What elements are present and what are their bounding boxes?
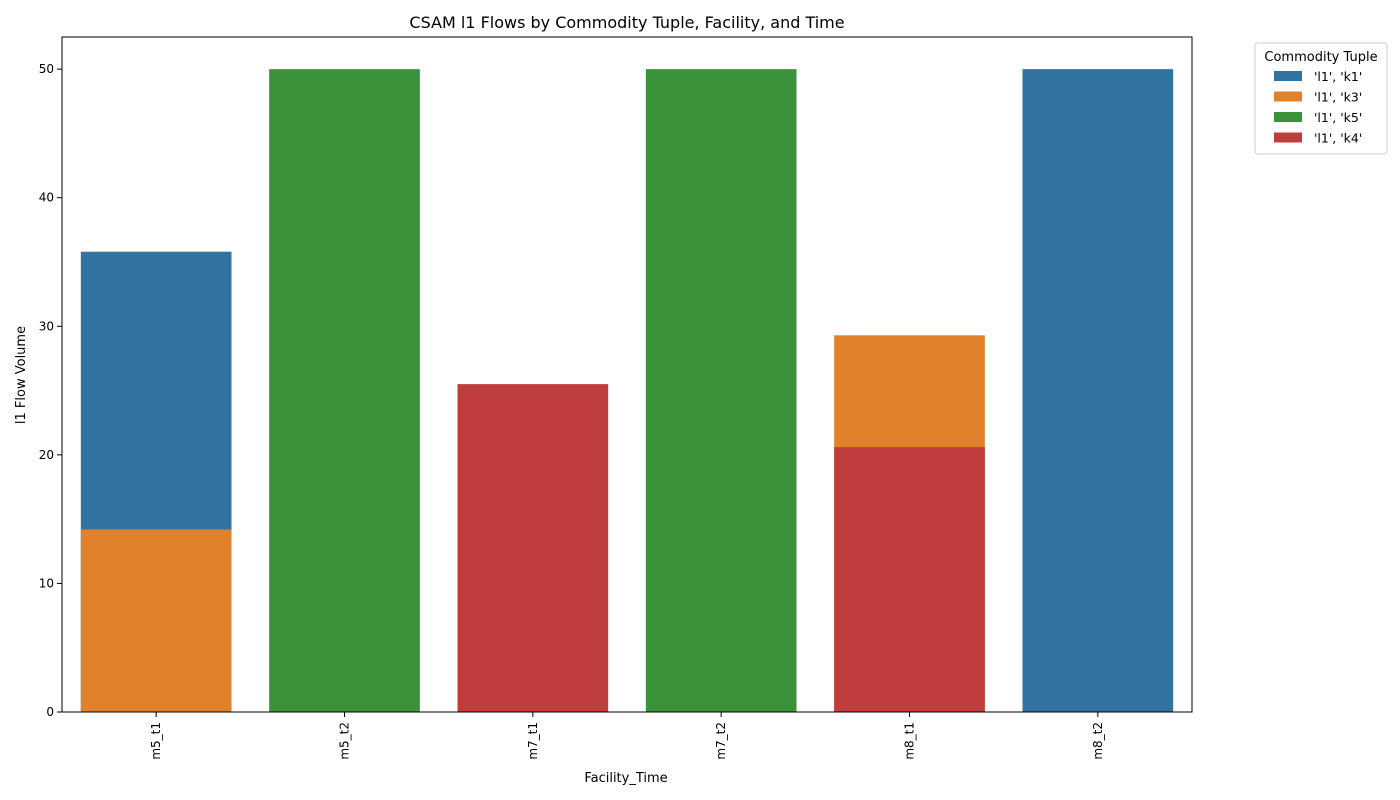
- x-tick-label: m5_t2: [338, 722, 352, 760]
- x-tick-label: m8_t1: [903, 722, 917, 760]
- legend-title: Commodity Tuple: [1264, 50, 1377, 65]
- legend-swatch-0: [1274, 71, 1302, 81]
- bar-m7_t1-series-3: [457, 384, 609, 712]
- bars-group: [80, 69, 1174, 712]
- y-axis-title: l1 Flow Volume: [14, 326, 29, 424]
- x-tick-label: m7_t2: [714, 722, 728, 760]
- legend-box: [1254, 42, 1388, 155]
- bar-m5_t2-series-2: [269, 69, 420, 712]
- plot-frame: [61, 36, 1193, 713]
- chart-title: CSAM l1 Flows by Commodity Tuple, Facili…: [409, 13, 844, 32]
- x-tick-label: m5_t1: [149, 722, 163, 760]
- y-tick-label: 40: [39, 191, 54, 205]
- y-tick-label: 10: [39, 576, 54, 590]
- x-axis: m5_t1 m5_t2 m7_t1 m7_t2 m8_t1 m8_t2: [149, 712, 1105, 760]
- legend-label-0: 'l1', 'k1': [1314, 69, 1362, 84]
- legend-swatch-3: [1274, 132, 1302, 143]
- y-tick-label: 0: [46, 705, 54, 719]
- legend-items: 'l1', 'k1' 'l1', 'k3' 'l1', 'k5' 'l1', 'k4': [1274, 69, 1362, 146]
- bar-m8_t2-series-0: [1022, 69, 1174, 712]
- legend-label-1: 'l1', 'k3': [1314, 90, 1362, 105]
- y-tick-label: 30: [39, 319, 54, 333]
- y-axis: 0 10 20 30 40 50: [39, 62, 62, 719]
- x-axis-title: Facility_Time: [584, 771, 667, 786]
- legend-label-3: 'l1', 'k4': [1314, 131, 1362, 146]
- bar-m8_t1-series-3: [834, 447, 985, 712]
- x-tick-label: m7_t1: [526, 722, 540, 760]
- legend-swatch-1: [1274, 91, 1302, 102]
- bar-m7_t2-series-2: [645, 69, 797, 712]
- bar-m5_t1-series-1: [80, 529, 232, 712]
- legend: Commodity Tuple 'l1', 'k1''l1', 'k3''l1'…: [1254, 42, 1388, 155]
- legend-swatch-2: [1274, 112, 1302, 122]
- y-tick-label: 20: [39, 448, 54, 462]
- legend-label-2: 'l1', 'k5': [1314, 110, 1362, 125]
- y-tick-label: 50: [39, 62, 54, 76]
- x-tick-label: m8_t2: [1091, 722, 1105, 760]
